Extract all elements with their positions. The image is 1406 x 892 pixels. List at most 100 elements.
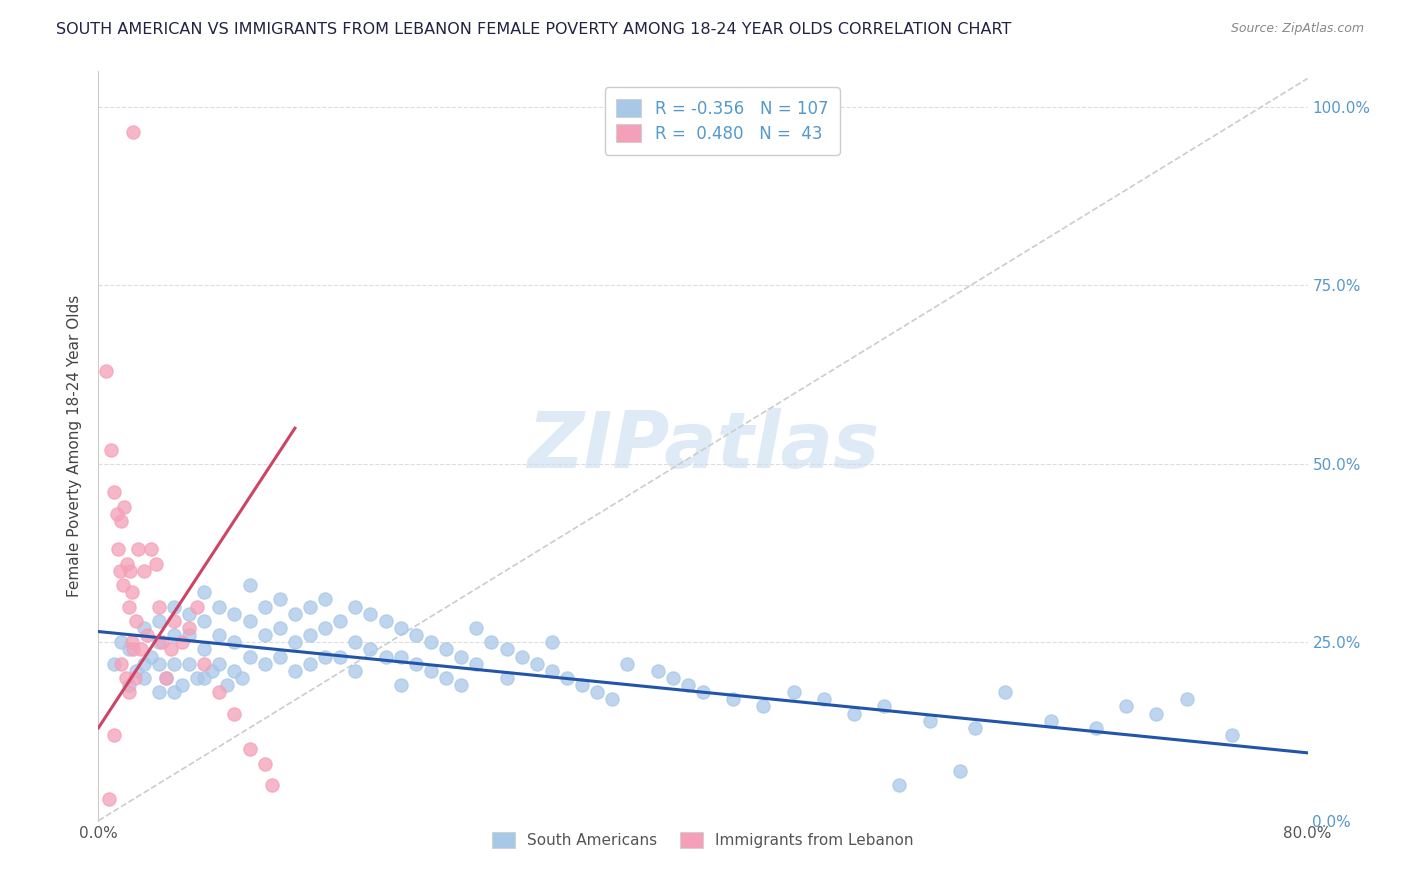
- Point: [103, 728, 125, 742]
- Point: [692, 685, 714, 699]
- Point: [110, 657, 132, 671]
- Point: [148, 635, 170, 649]
- Point: [571, 678, 593, 692]
- Point: [1115, 699, 1137, 714]
- Point: [420, 635, 443, 649]
- Point: [481, 635, 503, 649]
- Point: [495, 671, 517, 685]
- Point: [201, 664, 224, 678]
- Point: [193, 614, 215, 628]
- Point: [110, 514, 132, 528]
- Point: [314, 592, 336, 607]
- Point: [132, 621, 155, 635]
- Point: [253, 628, 276, 642]
- Point: [253, 657, 276, 671]
- Point: [965, 721, 987, 735]
- Point: [208, 599, 231, 614]
- Point: [889, 778, 911, 792]
- Point: [873, 699, 896, 714]
- Point: [129, 642, 152, 657]
- Point: [314, 621, 336, 635]
- Point: [389, 621, 412, 635]
- Point: [389, 678, 412, 692]
- Point: [224, 664, 246, 678]
- Point: [231, 671, 253, 685]
- Point: [179, 657, 201, 671]
- Point: [284, 607, 307, 621]
- Point: [170, 678, 193, 692]
- Point: [344, 635, 367, 649]
- Point: [329, 649, 352, 664]
- Point: [434, 671, 457, 685]
- Point: [103, 657, 125, 671]
- Point: [145, 557, 167, 571]
- Point: [193, 585, 215, 599]
- Point: [1175, 692, 1198, 706]
- Point: [1144, 706, 1167, 721]
- Point: [465, 621, 488, 635]
- Y-axis label: Female Poverty Among 18-24 Year Olds: Female Poverty Among 18-24 Year Olds: [67, 295, 83, 597]
- Point: [148, 614, 170, 628]
- Point: [299, 657, 322, 671]
- Point: [1085, 721, 1108, 735]
- Point: [555, 671, 578, 685]
- Point: [1039, 714, 1062, 728]
- Point: [374, 649, 396, 664]
- Point: [239, 649, 262, 664]
- Point: [179, 628, 201, 642]
- Point: [108, 564, 131, 578]
- Point: [510, 649, 533, 664]
- Point: [160, 642, 183, 657]
- Point: [150, 635, 173, 649]
- Point: [661, 671, 683, 685]
- Point: [224, 635, 246, 649]
- Point: [405, 628, 427, 642]
- Point: [122, 125, 145, 139]
- Point: [141, 542, 163, 557]
- Point: [752, 699, 775, 714]
- Point: [179, 607, 201, 621]
- Point: [450, 649, 472, 664]
- Point: [163, 628, 186, 642]
- Point: [141, 649, 163, 664]
- Point: [122, 642, 145, 657]
- Point: [253, 756, 276, 771]
- Point: [132, 671, 155, 685]
- Point: [110, 635, 132, 649]
- Point: [208, 685, 231, 699]
- Point: [262, 778, 284, 792]
- Point: [124, 671, 146, 685]
- Text: Source: ZipAtlas.com: Source: ZipAtlas.com: [1230, 22, 1364, 36]
- Point: [125, 614, 148, 628]
- Legend: South Americans, Immigrants from Lebanon: South Americans, Immigrants from Lebanon: [486, 826, 920, 855]
- Point: [148, 685, 170, 699]
- Point: [844, 706, 866, 721]
- Point: [239, 614, 262, 628]
- Point: [100, 442, 122, 457]
- Point: [299, 628, 322, 642]
- Point: [269, 592, 291, 607]
- Point: [420, 664, 443, 678]
- Text: ZIPatlas: ZIPatlas: [527, 408, 879, 484]
- Point: [208, 628, 231, 642]
- Point: [125, 664, 148, 678]
- Point: [540, 635, 562, 649]
- Point: [299, 599, 322, 614]
- Point: [186, 671, 208, 685]
- Point: [163, 614, 186, 628]
- Point: [121, 585, 143, 599]
- Point: [239, 578, 262, 592]
- Point: [132, 564, 155, 578]
- Point: [253, 599, 276, 614]
- Point: [186, 599, 208, 614]
- Point: [360, 642, 382, 657]
- Point: [193, 671, 215, 685]
- Point: [1220, 728, 1243, 742]
- Point: [118, 642, 141, 657]
- Point: [114, 671, 136, 685]
- Point: [783, 685, 806, 699]
- Point: [676, 678, 699, 692]
- Point: [813, 692, 835, 706]
- Point: [269, 649, 291, 664]
- Point: [405, 657, 427, 671]
